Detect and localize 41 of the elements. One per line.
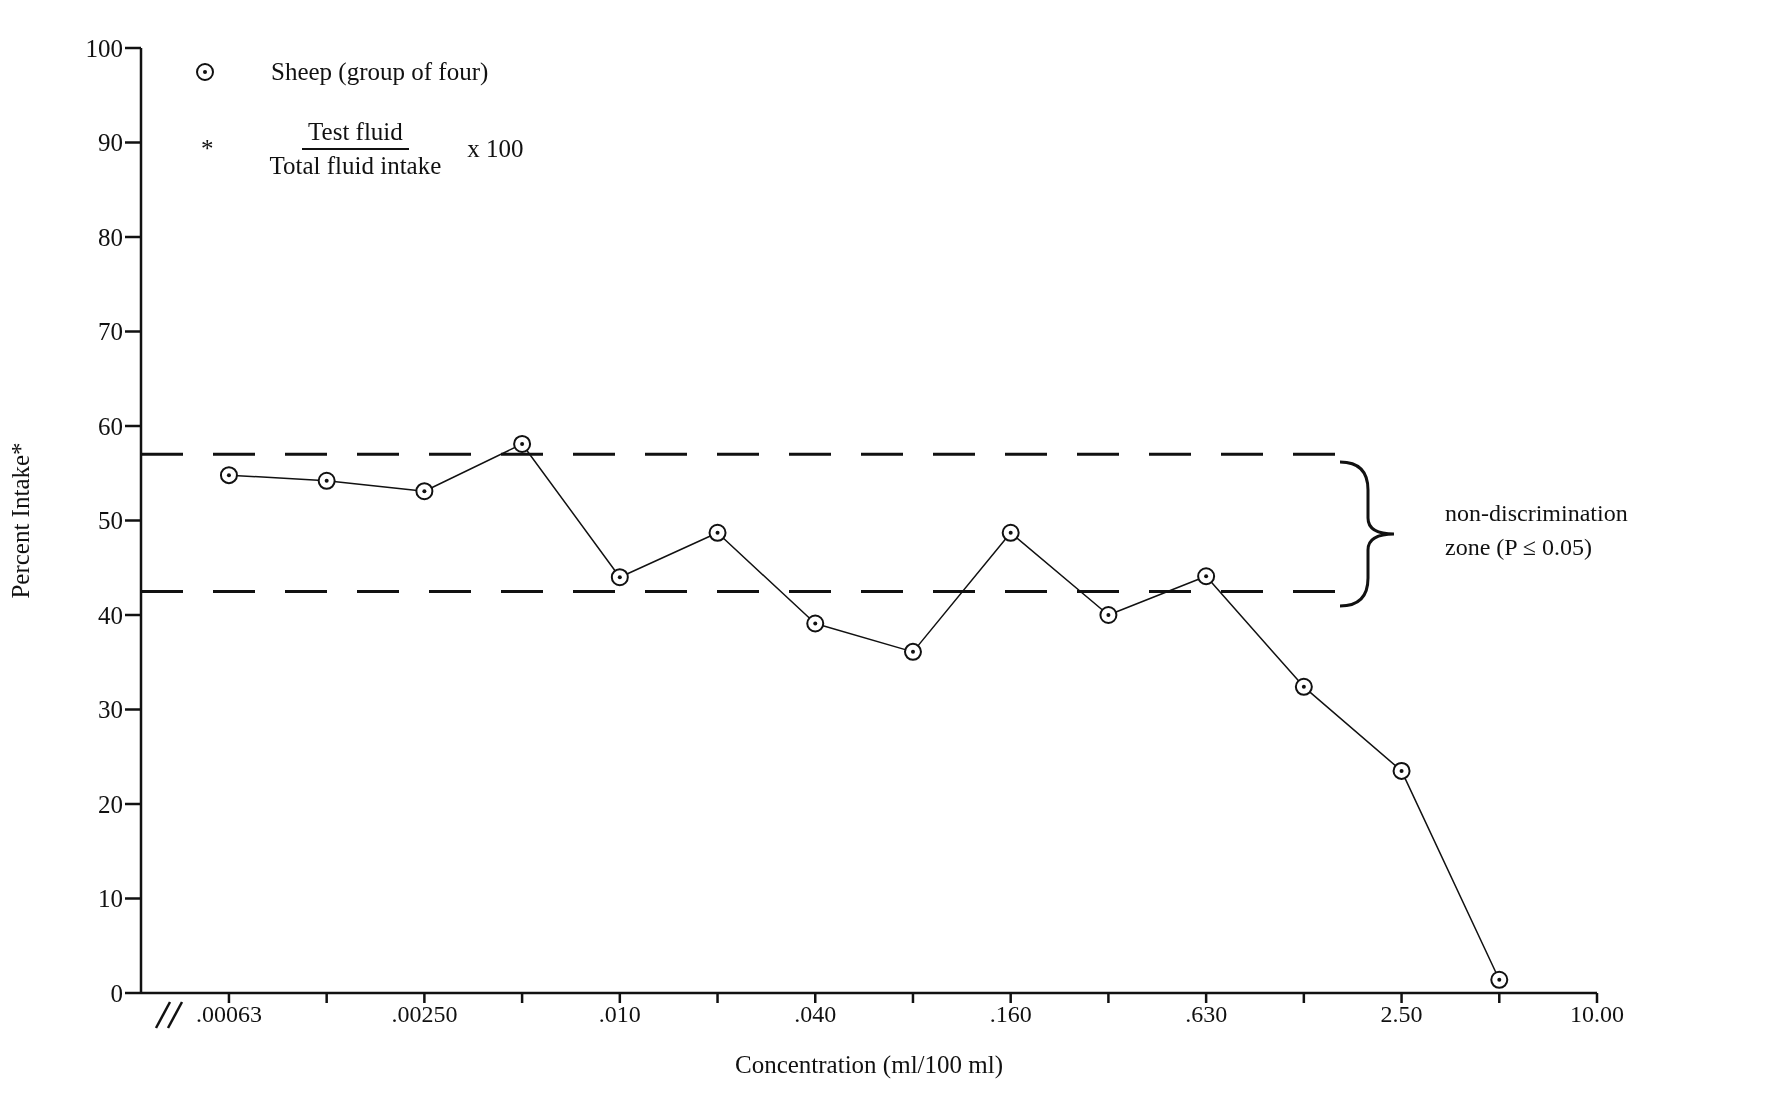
x-tick-label: .00063 xyxy=(195,1001,262,1028)
y-axis-title: Percent Intake* xyxy=(6,442,34,599)
y-tick-label: 70 xyxy=(98,318,123,346)
annotation: Total fluid intake xyxy=(268,151,443,180)
x-tick-label: .00250 xyxy=(391,1001,458,1028)
x-tick-label: .630 xyxy=(1185,1001,1228,1028)
y-tick-label: 60 xyxy=(98,412,123,440)
point xyxy=(1099,606,1118,624)
y-tick-label: 30 xyxy=(98,696,123,724)
y-tick-label: 20 xyxy=(98,790,123,818)
y-tick-label: 80 xyxy=(98,223,123,251)
x-tick-label: 2.50 xyxy=(1380,1001,1423,1028)
annotation: Test fluid xyxy=(302,118,409,150)
point xyxy=(708,523,727,542)
point xyxy=(610,568,629,587)
annotation: * xyxy=(201,135,214,163)
point xyxy=(1294,677,1313,696)
point xyxy=(1392,761,1411,780)
point xyxy=(1197,567,1216,586)
x-tick-label: 10.00 xyxy=(1570,1001,1624,1028)
y-tick-label: 40 xyxy=(98,601,123,629)
point xyxy=(1490,970,1509,989)
y-tick-label: 50 xyxy=(98,507,123,535)
point xyxy=(415,482,434,501)
annotation: x 100 xyxy=(467,135,524,163)
point xyxy=(903,642,922,661)
point xyxy=(806,614,825,633)
x-tick-label: .160 xyxy=(989,1001,1032,1028)
annotation: non-discrimination zone (P ≤ 0.05) xyxy=(1445,499,1629,562)
point xyxy=(317,471,336,490)
x-tick-label: .010 xyxy=(598,1001,641,1028)
y-tick-label: 0 xyxy=(110,979,123,1007)
x-axis-title: Concentration (ml/100 ml) xyxy=(734,1051,1004,1079)
y-tick-label: 90 xyxy=(98,129,123,157)
point xyxy=(1001,523,1020,542)
x-tick-label: .040 xyxy=(794,1001,837,1028)
point xyxy=(219,466,238,485)
point xyxy=(513,434,532,453)
y-tick-label: 10 xyxy=(98,885,123,913)
y-tick-label: 100 xyxy=(85,34,123,62)
legend-label: Sheep (group of four) xyxy=(271,58,489,86)
